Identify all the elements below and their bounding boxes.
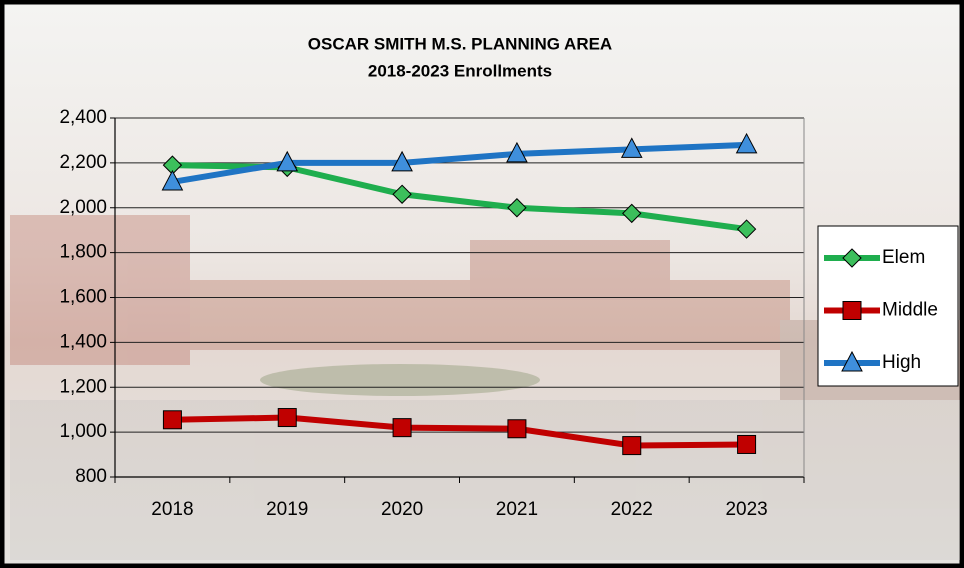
point-marker <box>277 408 297 428</box>
point-marker <box>736 219 757 239</box>
series-line <box>172 414 747 449</box>
point-marker <box>622 436 642 456</box>
y-tick-label: 2,400 <box>59 107 107 128</box>
y-tick-label: 800 <box>75 466 107 487</box>
y-tick-label: 2,000 <box>59 197 107 218</box>
point-marker <box>620 137 643 158</box>
point-marker <box>392 184 412 204</box>
series-line <box>171 141 747 185</box>
point-marker <box>276 150 299 172</box>
point-marker <box>507 198 527 218</box>
point-marker <box>391 150 413 172</box>
point-marker <box>161 169 184 191</box>
legend-label: Elem <box>882 247 925 268</box>
x-tick-label: 2020 <box>381 499 423 520</box>
point-marker <box>162 410 182 430</box>
legend-label: High <box>882 352 921 373</box>
y-tick-label: 1,400 <box>59 331 107 352</box>
chart-subtitle: 2018-2023 Enrollments <box>368 61 552 80</box>
point-marker <box>506 141 528 163</box>
point-marker <box>392 418 412 438</box>
point-marker <box>622 203 642 224</box>
legend-marker <box>842 301 862 320</box>
point-marker <box>735 132 758 154</box>
x-tick-label: 2021 <box>496 499 538 520</box>
x-tick-label: 2018 <box>151 499 193 520</box>
legend-marker <box>842 248 862 268</box>
y-tick-label: 1,200 <box>59 376 107 397</box>
legend-box <box>817 225 959 387</box>
y-tick-label: 2,200 <box>59 152 107 173</box>
chart-title: OSCAR SMITH M.S. PLANNING AREA <box>308 34 612 53</box>
y-tick-label: 1,000 <box>59 421 107 442</box>
x-tick-label: 2019 <box>266 499 308 520</box>
legend-marker <box>841 350 863 372</box>
x-tick-label: 2022 <box>611 499 653 520</box>
point-marker <box>507 419 527 439</box>
x-tick-label: 2023 <box>725 499 767 520</box>
y-tick-label: 1,800 <box>59 242 107 263</box>
y-tick-label: 1,600 <box>59 287 107 308</box>
legend-label: Middle <box>882 300 938 321</box>
point-marker <box>737 434 757 454</box>
